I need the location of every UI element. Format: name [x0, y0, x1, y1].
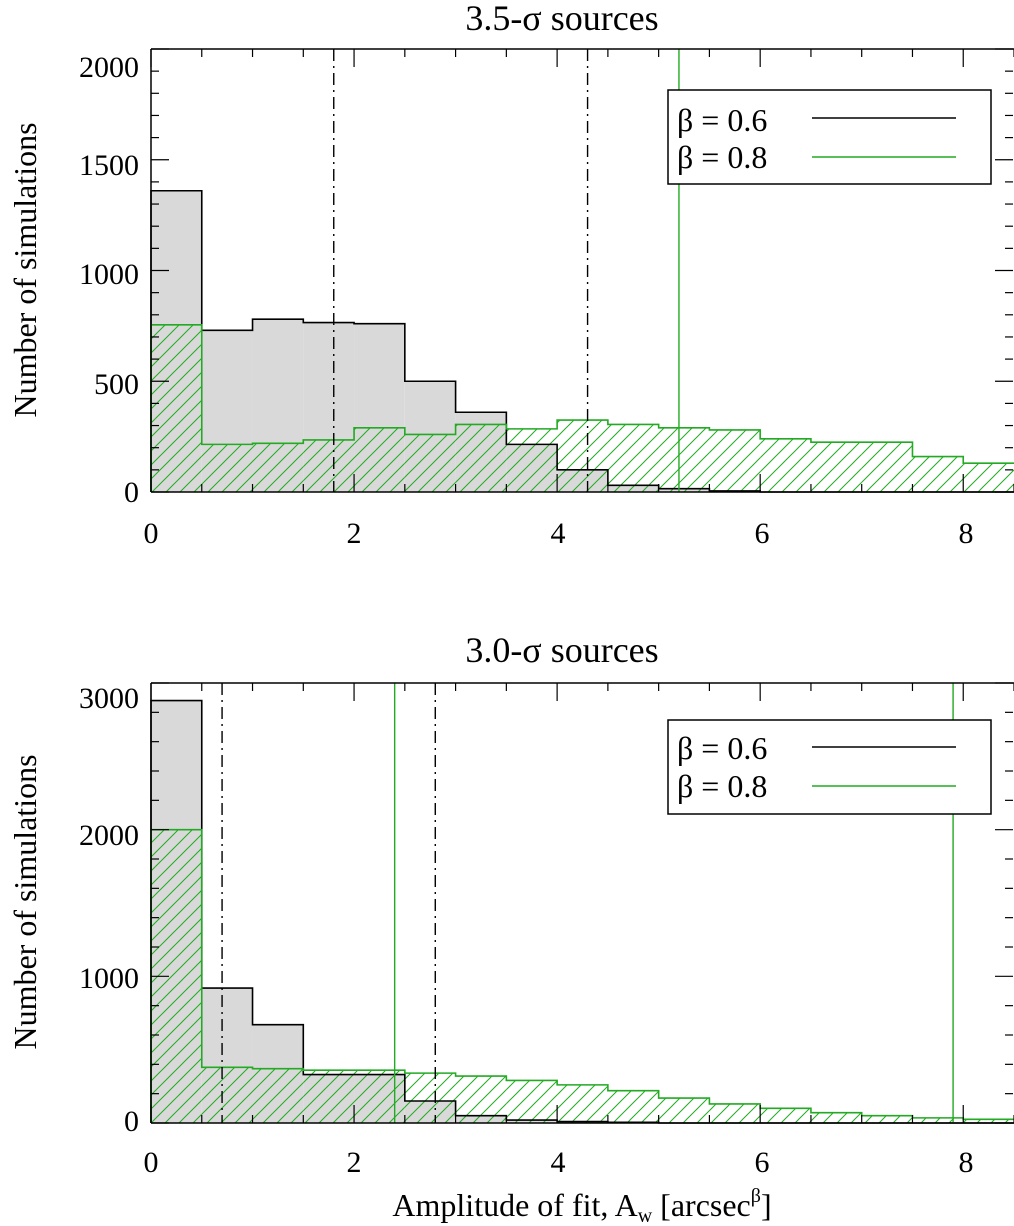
bar-beta-0.8	[709, 429, 761, 492]
x-tick-labels: 0 2 4 6 8	[144, 1146, 974, 1179]
legend-label-beta-0.8: β = 0.8	[677, 139, 767, 175]
x-tick-labels: 0 2 4 6 8	[144, 517, 974, 550]
bar-beta-0.8	[455, 424, 507, 492]
y-axis-label: Number of simulations	[7, 754, 43, 1049]
bar-beta-0.8	[760, 438, 811, 492]
bar-beta-0.8	[709, 1103, 761, 1123]
bar-beta-0.8	[252, 1068, 304, 1123]
y-tick-label: 2000	[79, 819, 139, 852]
legend-label-beta-0.8: β = 0.8	[677, 768, 767, 804]
bar-beta-0.8	[963, 1119, 1014, 1123]
y-tick-label: 0	[124, 1105, 139, 1138]
bar-beta-0.8	[658, 1098, 710, 1123]
bar-beta-0.8	[658, 427, 710, 492]
legend: β = 0.6 β = 0.8	[667, 89, 992, 185]
x-tick-label: 4	[551, 517, 566, 550]
bar-beta-0.8	[912, 1117, 964, 1123]
bar-beta-0.8	[354, 1070, 405, 1123]
x-axis-label-mid: [arcsec	[652, 1187, 751, 1223]
bar-beta-0.8	[151, 324, 202, 492]
bar-beta-0.8	[912, 456, 964, 492]
y-tick-label: 1000	[79, 258, 139, 291]
y-tick-labels: 0 1000 2000 3000	[79, 682, 139, 1138]
bar-beta-0.8	[404, 1073, 456, 1123]
bar-beta-0.8	[760, 1108, 811, 1123]
bar-beta-0.8	[506, 428, 558, 492]
x-tick-label: 8	[959, 517, 974, 550]
panel-title: 3.0-σ sources	[465, 630, 658, 670]
y-tick-labels: 0 500 1000 1500 2000	[79, 51, 139, 509]
bar-beta-0.8	[354, 427, 405, 492]
bar-beta-0.8	[607, 424, 659, 492]
bar-beta-0.8	[252, 443, 304, 492]
legend-box	[667, 89, 992, 185]
bar-beta-0.8	[557, 420, 608, 492]
legend-box	[667, 719, 992, 815]
x-tick-label: 4	[551, 1146, 566, 1179]
y-tick-label: 0	[124, 476, 139, 509]
panel-3p0-sigma: 3.0-σ sources Number of simulations 0 2 …	[7, 630, 1014, 1226]
y-tick-label: 3000	[79, 682, 139, 715]
x-tick-label: 8	[959, 1146, 974, 1179]
bar-beta-0.8	[810, 1112, 862, 1123]
bar-beta-0.8	[810, 442, 862, 492]
x-axis-label-end: ]	[761, 1187, 772, 1223]
x-tick-label: 2	[347, 1146, 362, 1179]
x-axis-label-sub: w	[638, 1205, 653, 1226]
bar-beta-0.8	[506, 1080, 558, 1123]
histogram-area	[150, 682, 1014, 1124]
y-tick-label: 500	[94, 368, 139, 401]
bar-beta-0.8	[861, 1115, 913, 1123]
x-axis-label: Amplitude of fit, Aw [arcsecβ]	[392, 1185, 771, 1226]
x-tick-label: 6	[755, 1146, 770, 1179]
x-tick-label: 0	[144, 517, 159, 550]
step-outline-beta-0.8	[150, 828, 1014, 1123]
y-tick-label: 1500	[79, 149, 139, 182]
histogram-area	[150, 48, 1014, 493]
y-axis-label: Number of simulations	[7, 122, 43, 417]
panel-3p5-sigma: 3.5-σ sources Number of simulations 0 2 …	[7, 0, 1014, 550]
bar-beta-0.8	[303, 439, 355, 492]
x-tick-label: 2	[347, 517, 362, 550]
y-tick-label: 1000	[79, 962, 139, 995]
bar-beta-0.8	[557, 1084, 608, 1123]
legend-label-beta-0.6: β = 0.6	[677, 102, 767, 138]
legend-label-beta-0.6: β = 0.6	[677, 730, 767, 766]
bar-beta-0.8	[303, 1070, 355, 1123]
x-tick-label: 0	[144, 1146, 159, 1179]
legend: β = 0.6 β = 0.8	[667, 719, 992, 815]
x-axis-label-sup: β	[751, 1185, 761, 1207]
step-outline-beta-0.8	[150, 323, 1014, 492]
panel-title: 3.5-σ sources	[465, 0, 658, 38]
bar-beta-0.8	[201, 444, 253, 492]
bar-beta-0.8	[861, 442, 913, 492]
x-tick-label: 6	[755, 517, 770, 550]
x-axis-label-main: Amplitude of fit, A	[392, 1187, 637, 1223]
bar-beta-0.8	[404, 434, 456, 492]
y-tick-label: 2000	[79, 51, 139, 84]
bar-beta-0.8	[607, 1090, 659, 1123]
bar-beta-0.8	[201, 1067, 253, 1123]
bar-beta-0.8	[963, 463, 1014, 492]
